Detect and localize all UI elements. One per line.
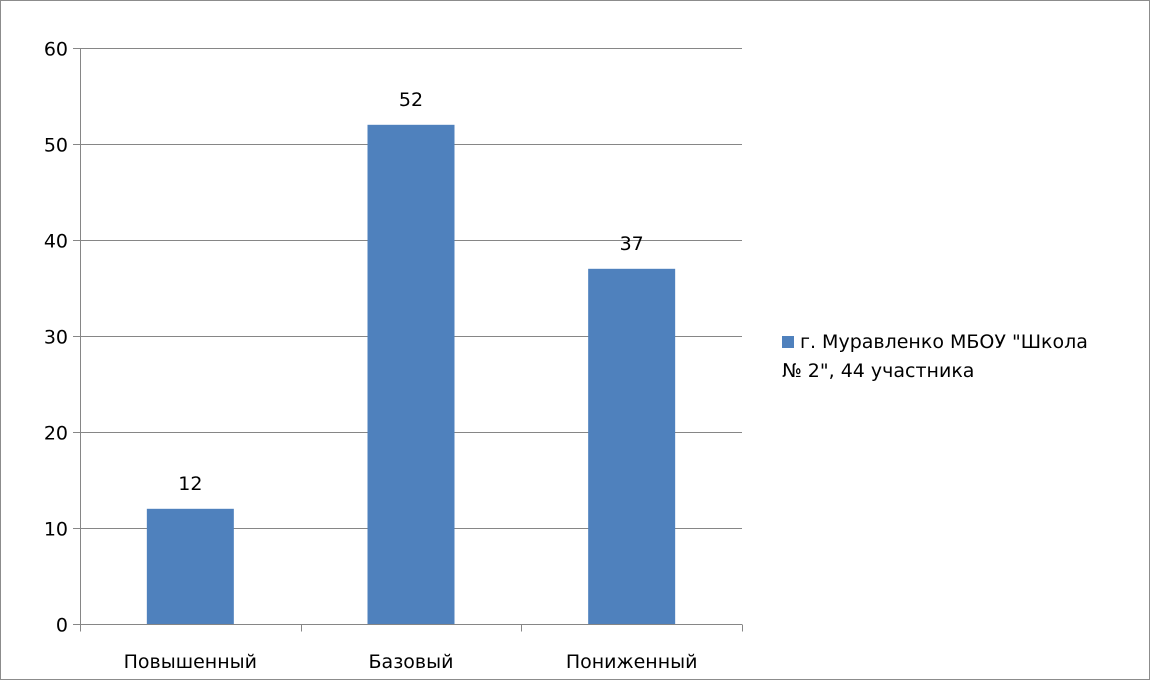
x-tick-label-2: Базовый xyxy=(369,651,454,673)
y-tick-label-30: 30 xyxy=(44,327,68,349)
legend-label-line2: № 2", 44 участника xyxy=(782,360,975,382)
data-label-2: 52 xyxy=(399,89,423,111)
bar-3 xyxy=(588,268,676,624)
y-tick-label-0: 0 xyxy=(56,615,68,637)
bar-2 xyxy=(367,124,455,625)
bars xyxy=(146,124,676,625)
x-tick-label-1: Повышенный xyxy=(124,651,257,673)
data-label-1: 12 xyxy=(178,473,202,495)
data-label-3: 37 xyxy=(620,233,644,255)
labels: 0 10 20 30 40 50 60 12 Повышенный 52 Базовый 37 Пони… xyxy=(44,39,698,674)
y-tick-label-50: 50 xyxy=(44,135,68,157)
y-tick-label-60: 60 xyxy=(44,39,68,61)
y-tick-label-20: 20 xyxy=(44,423,68,445)
y-tick-label-10: 10 xyxy=(44,519,68,541)
axes xyxy=(73,48,743,632)
bar-1 xyxy=(146,508,234,624)
legend-swatch xyxy=(782,336,794,348)
legend-label-line1: г. Муравленко МБОУ "Школа xyxy=(800,331,1088,353)
x-tick-label-3: Пониженный xyxy=(566,651,698,673)
y-tick-label-40: 40 xyxy=(44,231,68,253)
legend: г. Муравленко МБОУ "Школа № 2", 44 участ… xyxy=(782,328,1142,386)
